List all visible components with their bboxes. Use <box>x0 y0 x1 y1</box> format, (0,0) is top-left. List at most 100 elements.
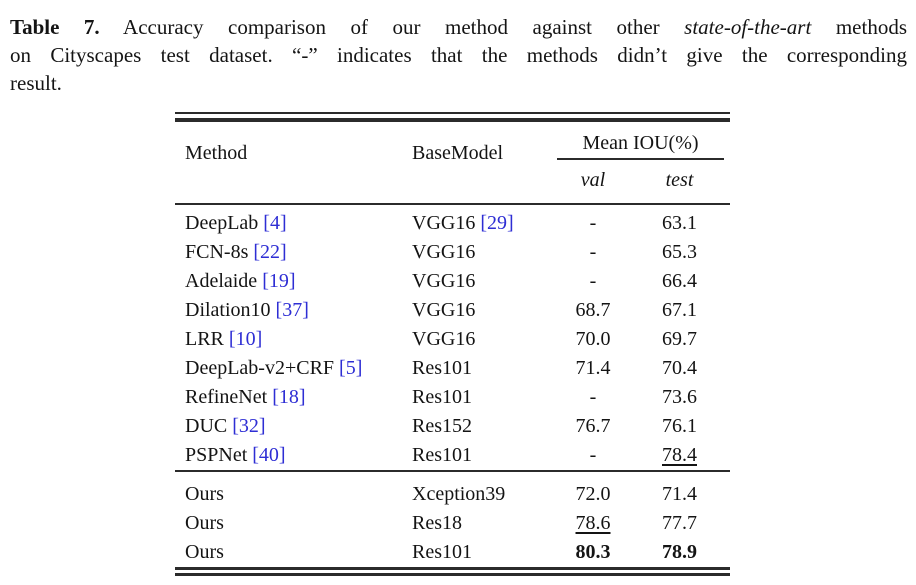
val-cell: 68.7 <box>575 299 611 321</box>
citation-ref[interactable]: [22] <box>253 241 287 263</box>
table-header: Method BaseModel Mean IOU(%) val test <box>175 122 730 205</box>
header-val: val <box>580 169 606 191</box>
citation-ref[interactable]: [40] <box>252 444 286 466</box>
method-cell: Ours <box>185 512 224 534</box>
basemodel-cell: VGG16 [29] <box>412 209 557 238</box>
basemodel-cell: Res101 <box>412 444 472 466</box>
method-name: LRR <box>185 328 224 350</box>
val-cell: - <box>589 386 597 408</box>
method-name: PSPNet <box>185 444 248 466</box>
table-row: RefineNet [18] Res101 - 73.6 <box>175 383 730 412</box>
citation-ref[interactable]: [5] <box>339 357 363 379</box>
test-cell: 78.9 <box>662 541 697 563</box>
method-name: DeepLab-v2+CRF <box>185 357 335 379</box>
basemodel-cell: VGG16 <box>412 270 476 292</box>
basemodel-cell: VGG16 <box>412 299 476 321</box>
table-row: DeepLab [4] VGG16 [29] - 63.1 <box>175 209 730 238</box>
header-method: Method <box>185 142 248 164</box>
basemodel-cell: Res18 <box>412 512 462 534</box>
val-cell: 78.6 <box>557 509 629 538</box>
caption-line-1: Table 7. Accuracy comparison of our meth… <box>10 13 907 41</box>
caption-line-2: on Cityscapes test dataset. “-” indicate… <box>10 43 907 67</box>
basemodel-cell: Res101 <box>412 357 472 379</box>
header-mean-iou: Mean IOU(%) <box>557 128 724 160</box>
underlined-value: 78.4 <box>662 444 697 466</box>
method-cell: DUC [32] <box>175 412 412 441</box>
table-row: Ours Xception39 72.0 71.4 <box>175 480 730 509</box>
val-cell: - <box>589 212 597 234</box>
method-name: Adelaide <box>185 270 258 292</box>
caption-text-1: Accuracy comparison of our method agains… <box>99 15 685 39</box>
caption-italic: state-of-the-art <box>684 15 812 39</box>
method-name: Dilation10 <box>185 299 271 321</box>
table-row: PSPNet [40] Res101 - 78.4 <box>175 441 730 470</box>
test-cell: 77.7 <box>662 512 697 534</box>
val-cell: - <box>589 241 597 263</box>
method-cell: LRR [10] <box>175 325 412 354</box>
val-cell: 71.4 <box>575 357 611 379</box>
method-cell: Dilation10 [37] <box>175 296 412 325</box>
val-cell: 80.3 <box>575 541 611 563</box>
table-row: FCN-8s [22] VGG16 - 65.3 <box>175 238 730 267</box>
test-cell: 73.6 <box>662 386 697 408</box>
method-cell: Ours <box>185 483 224 505</box>
table-row: Adelaide [19] VGG16 - 66.4 <box>175 267 730 296</box>
val-cell: 76.7 <box>575 415 611 437</box>
caption-line-3: result. <box>10 71 62 95</box>
table-rule-mid <box>175 470 730 472</box>
test-cell: 76.1 <box>662 415 697 437</box>
table-row: Ours Res18 78.6 77.7 <box>175 509 730 538</box>
basemodel-name: VGG16 <box>412 212 476 234</box>
header-basemodel: BaseModel <box>412 142 504 164</box>
basemodel-cell: VGG16 <box>412 241 476 263</box>
method-cell: DeepLab [4] <box>175 209 412 238</box>
table-body-sota: DeepLab [4] VGG16 [29] - 63.1 FCN-8s [22] V… <box>175 205 730 470</box>
caption-text-2: methods <box>811 15 907 39</box>
table-body-ours: Ours Xception39 72.0 71.4 Ours Res18 78.… <box>175 472 730 567</box>
citation-ref[interactable]: [4] <box>263 212 287 234</box>
caption-label: Table 7. <box>10 15 100 39</box>
method-cell: Ours <box>185 541 224 563</box>
citation-ref[interactable]: [37] <box>275 299 309 321</box>
header-subrow: val test <box>557 160 730 192</box>
table-rule-bottom <box>175 567 730 576</box>
citation-ref[interactable]: [29] <box>480 212 514 234</box>
header-mean-iou-group: Mean IOU(%) val test <box>557 122 730 203</box>
table-row: DUC [32] Res152 76.7 76.1 <box>175 412 730 441</box>
test-cell: 66.4 <box>662 270 697 292</box>
method-name: DeepLab <box>185 212 259 234</box>
test-cell: 67.1 <box>662 299 697 321</box>
method-cell: FCN-8s [22] <box>175 238 412 267</box>
method-cell: RefineNet [18] <box>175 383 412 412</box>
results-table: Method BaseModel Mean IOU(%) val test De… <box>175 112 730 576</box>
method-name: RefineNet <box>185 386 268 408</box>
test-cell: 69.7 <box>662 328 697 350</box>
method-cell: DeepLab-v2+CRF [5] <box>175 354 412 383</box>
citation-ref[interactable]: [18] <box>272 386 306 408</box>
test-cell: 71.4 <box>662 483 697 505</box>
citation-ref[interactable]: [10] <box>228 328 263 350</box>
basemodel-cell: Res101 <box>412 386 472 408</box>
val-cell: - <box>589 444 597 466</box>
table-caption: Table 7. Accuracy comparison of our meth… <box>10 13 907 97</box>
underlined-value: 78.6 <box>575 512 611 534</box>
citation-ref[interactable]: [32] <box>232 415 266 437</box>
test-cell: 78.4 <box>629 441 730 470</box>
table-rule-top <box>175 112 730 122</box>
basemodel-cell: VGG16 <box>412 328 476 350</box>
method-cell: PSPNet [40] <box>175 441 412 470</box>
test-cell: 70.4 <box>662 357 697 379</box>
table-row: LRR [10] VGG16 70.0 69.7 <box>175 325 730 354</box>
table-row: Dilation10 [37] VGG16 68.7 67.1 <box>175 296 730 325</box>
val-cell: - <box>589 270 597 292</box>
method-name: DUC <box>185 415 228 437</box>
basemodel-cell: Res101 <box>412 541 472 563</box>
citation-ref[interactable]: [19] <box>262 270 296 292</box>
val-cell: 72.0 <box>575 483 611 505</box>
basemodel-cell: Xception39 <box>412 483 506 505</box>
basemodel-cell: Res152 <box>412 415 472 437</box>
method-cell: Adelaide [19] <box>175 267 412 296</box>
method-name: FCN-8s <box>185 241 249 263</box>
test-cell: 65.3 <box>662 241 697 263</box>
test-cell: 63.1 <box>662 212 697 234</box>
